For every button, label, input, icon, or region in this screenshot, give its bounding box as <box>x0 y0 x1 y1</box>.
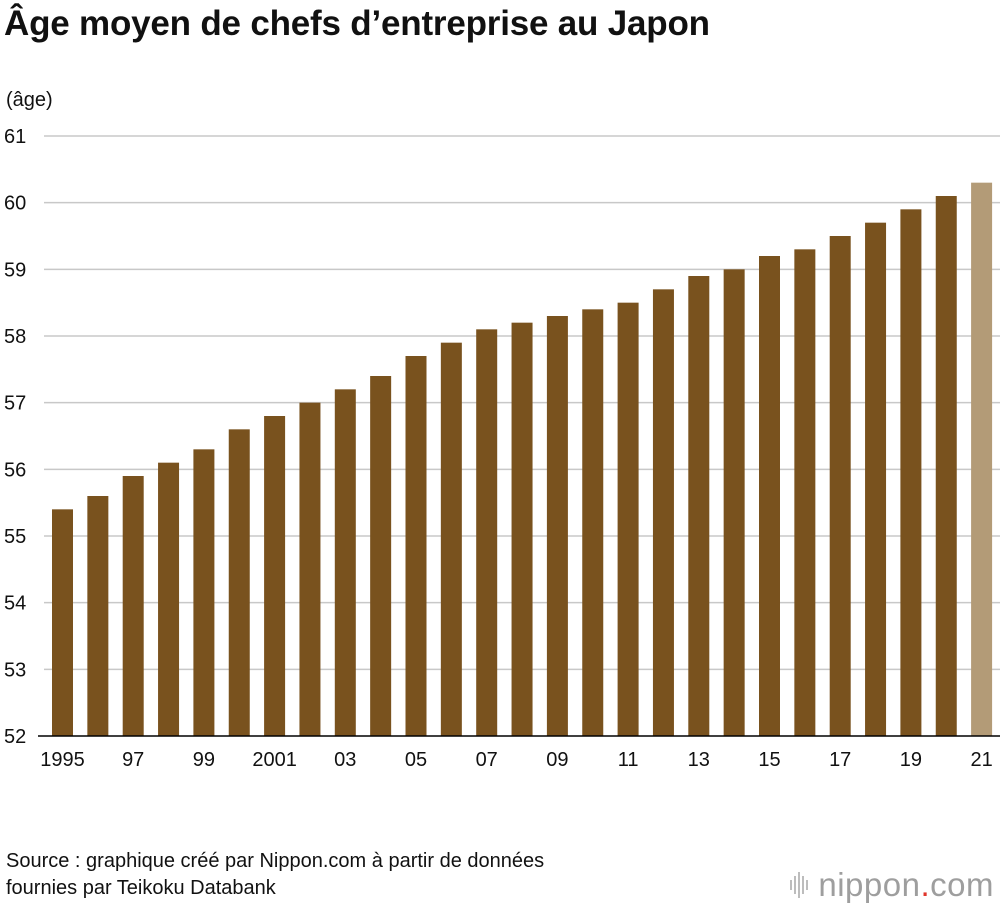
y-tick-label: 53 <box>4 659 26 681</box>
logo-mark-icon <box>790 872 810 898</box>
y-tick-label: 57 <box>4 393 26 415</box>
bar-2008 <box>511 322 533 736</box>
x-tick-label: 09 <box>546 749 568 771</box>
x-tick-label: 05 <box>405 749 427 771</box>
bar-2016 <box>794 249 816 737</box>
bar-2011 <box>617 302 639 736</box>
bar-1997 <box>122 476 144 736</box>
bar-2019 <box>900 209 922 737</box>
x-tick-label: 15 <box>758 749 780 771</box>
bar-2000 <box>228 429 250 736</box>
bar-2004 <box>370 376 392 736</box>
logo-dot: . <box>920 866 931 903</box>
source-line-1: Source : graphique créé par Nippon.com à… <box>6 850 545 872</box>
x-tick-label: 21 <box>970 749 992 771</box>
y-tick-label: 60 <box>4 193 26 215</box>
x-tick-label: 13 <box>688 749 710 771</box>
y-tick-label: 58 <box>4 326 26 348</box>
y-tick-label: 56 <box>4 459 26 481</box>
bar-1996 <box>87 496 109 736</box>
source-note: Source : graphique créé par Nippon.com à… <box>6 848 544 902</box>
logo-text-right: com <box>930 866 994 903</box>
bar-1995 <box>52 509 73 736</box>
bar-2020 <box>935 196 957 736</box>
x-tick-label: 03 <box>334 749 356 771</box>
bar-2012 <box>652 289 674 736</box>
bar-2006 <box>440 342 462 736</box>
bar-2002 <box>299 402 321 736</box>
bars <box>52 182 993 737</box>
bar-chart: (âge) 52 53 54 55 56 57 58 59 60 61 1995 97 99 2001 0… <box>4 89 1000 771</box>
bar-2007 <box>476 329 498 736</box>
bar-1998 <box>158 462 180 736</box>
nippon-logo: nippon.com <box>790 866 994 904</box>
x-tick-label: 99 <box>193 749 215 771</box>
bar-2003 <box>334 389 356 736</box>
bar-2021 <box>971 182 993 736</box>
y-tick-label: 59 <box>4 259 26 281</box>
x-tick-label: 1995 <box>40 749 85 771</box>
bar-2009 <box>546 316 568 736</box>
logo-text-left: nippon <box>818 866 921 903</box>
x-tick-label: 2001 <box>252 749 297 771</box>
y-tick-label: 52 <box>4 726 26 748</box>
x-tick-label: 07 <box>476 749 498 771</box>
bar-2013 <box>688 276 710 736</box>
y-tick-label: 61 <box>4 126 26 148</box>
bar-2010 <box>582 309 604 736</box>
x-tick-labels: 1995 97 99 2001 03 05 07 09 11 13 15 17 19 21 <box>40 749 992 771</box>
x-tick-label: 17 <box>829 749 851 771</box>
bar-2001 <box>264 416 286 736</box>
bar-2017 <box>829 236 851 736</box>
bar-2014 <box>723 269 745 736</box>
y-tick-labels: 52 53 54 55 56 57 58 59 60 61 <box>4 126 26 748</box>
bar-2005 <box>405 356 427 736</box>
x-tick-label: 97 <box>122 749 144 771</box>
y-axis-label: (âge) <box>6 89 53 111</box>
x-tick-label: 19 <box>900 749 922 771</box>
bar-2018 <box>865 222 887 736</box>
x-tick-label: 11 <box>618 749 639 771</box>
bar-2015 <box>759 256 780 736</box>
chart-title: Âge moyen de chefs d’entreprise au Japon <box>4 4 710 43</box>
y-tick-label: 55 <box>4 526 26 548</box>
bar-1999 <box>193 449 215 736</box>
y-tick-label: 54 <box>4 593 26 615</box>
source-line-2: fournies par Teikoku Databank <box>6 877 276 899</box>
